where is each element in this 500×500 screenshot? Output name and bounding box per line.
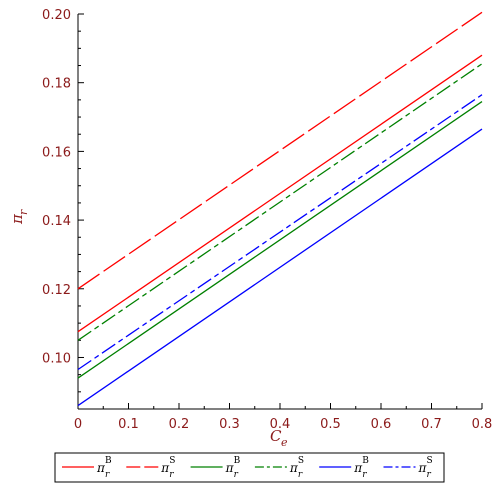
legend-symbol: π [289, 461, 299, 475]
legend-entry-red-dash: π Sr [126, 456, 175, 480]
y-axis-title-main: π [8, 213, 26, 225]
x-tick-label: 0.2 [169, 417, 190, 432]
legend-entry-blue-solid: π Br [319, 456, 369, 480]
legend-superscript: S [298, 456, 304, 466]
x-tick-label: 0.8 [472, 417, 493, 432]
legend-superscript: B [105, 456, 112, 466]
legend-superscript: S [169, 456, 175, 466]
x-tick-label: 0.1 [118, 417, 139, 432]
series-line-blue-dash [77, 94, 483, 371]
series-line-green-solid [77, 101, 483, 379]
legend-subscript: r [298, 470, 303, 480]
legend-subscript: r [362, 470, 367, 480]
legend-superscript: B [234, 456, 241, 466]
legend-symbol: π [353, 461, 363, 475]
x-axis-title: C e [270, 427, 288, 449]
y-axis-title-sub: r [17, 209, 30, 215]
legend-symbol: π [160, 461, 170, 475]
legend-subscript: r [105, 470, 110, 480]
legend-subscript: r [169, 470, 174, 480]
legend-superscript: S [427, 456, 433, 466]
legend-subscript: r [234, 470, 239, 480]
legend-superscript: B [362, 456, 369, 466]
x-ticks: 0 0.1 0.2 0.3 0.4 0.5 0.6 0.7 0.8 [74, 403, 492, 432]
y-tick-label: 0.16 [42, 145, 71, 160]
legend: π Br π Sr π Br π Sr π Br π Sr [54, 452, 445, 483]
y-ticks: 0.10 0.12 0.14 0.16 0.18 0.20 [42, 8, 84, 393]
series-line-blue-solid [77, 128, 483, 407]
x-tick-label: 0.6 [371, 417, 392, 432]
y-tick-label: 0.14 [42, 214, 71, 229]
axes [77, 14, 482, 410]
legend-subscript: r [427, 470, 432, 480]
series-line-green-dash [77, 63, 483, 341]
x-tick-label: 0.5 [320, 417, 341, 432]
y-tick-label: 0.20 [42, 8, 71, 23]
legend-frame [54, 452, 445, 483]
x-axis-title-sub: e [281, 436, 288, 449]
y-axis-title: π r [8, 209, 30, 225]
legend-symbol: π [96, 461, 106, 475]
x-axis-title-main: C [270, 427, 282, 445]
x-tick-label: 0 [74, 417, 82, 432]
y-tick-label: 0.12 [42, 283, 71, 298]
y-tick-label: 0.10 [42, 351, 71, 366]
legend-items: π Br π Sr π Br π Sr π Br π Sr [62, 456, 433, 480]
legend-symbol: π [418, 461, 428, 475]
legend-entry-green-solid: π Br [190, 456, 241, 480]
legend-entry-blue-dash: π Sr [383, 456, 433, 480]
legend-entry-green-dash: π Sr [254, 456, 304, 480]
x-tick-label: 0.7 [421, 417, 442, 432]
x-tick-label: 0.4 [270, 417, 291, 432]
legend-entry-red-solid: π Br [62, 456, 112, 480]
y-tick-label: 0.18 [42, 77, 71, 92]
series-line-red-dash [77, 11, 483, 290]
series-lines [77, 11, 483, 407]
legend-symbol: π [225, 461, 235, 475]
x-tick-label: 0.3 [219, 417, 240, 432]
series-line-red-solid [77, 54, 483, 333]
